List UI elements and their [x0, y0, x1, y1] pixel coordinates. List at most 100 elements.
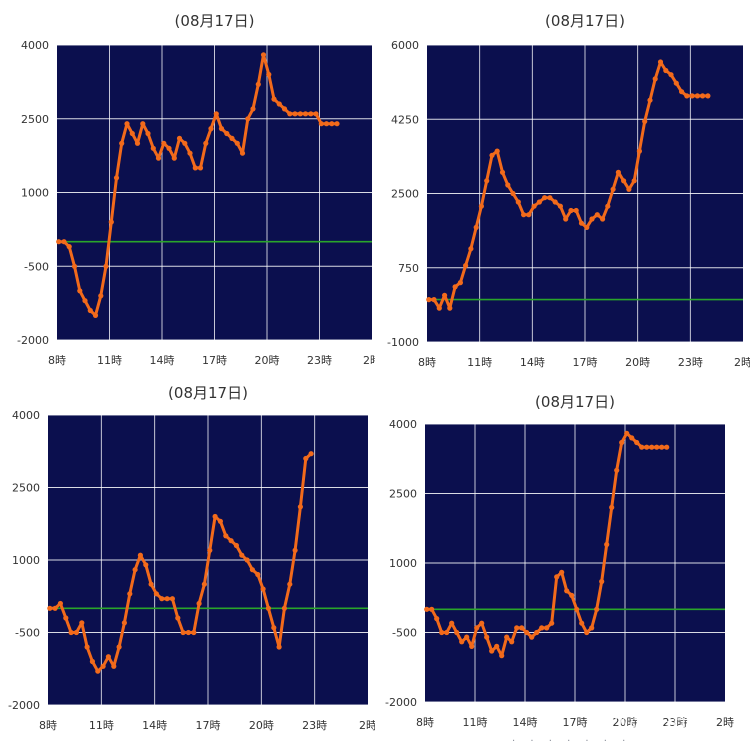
data-point	[454, 629, 460, 636]
data-point	[657, 59, 664, 65]
data-point	[569, 592, 575, 598]
data-point	[424, 606, 430, 612]
photogrid-watermark: PhotoGrid	[606, 712, 699, 732]
data-point	[239, 150, 246, 156]
data-point	[250, 106, 256, 112]
data-point	[639, 444, 645, 450]
data-point	[255, 81, 261, 87]
data-point	[519, 625, 525, 631]
data-point	[484, 178, 490, 184]
data-point	[673, 80, 679, 86]
data-point	[129, 130, 135, 137]
data-point	[642, 118, 648, 124]
data-point	[166, 145, 172, 151]
data-point	[564, 588, 570, 594]
data-point	[233, 542, 239, 549]
data-point	[171, 155, 177, 161]
data-point	[176, 135, 183, 141]
data-point	[134, 140, 141, 146]
data-point	[484, 634, 490, 640]
data-point	[679, 89, 685, 95]
data-point	[634, 439, 640, 446]
data-point	[145, 130, 151, 137]
data-point	[266, 71, 272, 78]
data-point	[61, 239, 67, 245]
data-point	[323, 121, 330, 127]
data-point	[245, 116, 251, 122]
data-point	[599, 578, 605, 585]
data-point	[636, 148, 642, 154]
data-point	[589, 216, 595, 222]
data-point	[452, 284, 458, 290]
data-point	[614, 467, 620, 473]
x-tick-label: 23時	[663, 716, 688, 729]
x-tick-label: 2時	[734, 356, 750, 369]
x-tick-label: 17時	[563, 716, 588, 729]
y-tick-label: -500	[24, 260, 49, 273]
data-point	[239, 552, 245, 558]
data-point	[271, 625, 277, 631]
data-point	[521, 212, 527, 218]
y-tick-label: 4000	[21, 39, 49, 52]
data-point	[100, 663, 106, 669]
data-point	[66, 244, 72, 250]
data-point	[609, 504, 615, 510]
data-point	[647, 97, 653, 103]
data-point	[621, 178, 627, 184]
y-tick-label: 4000	[12, 409, 40, 422]
data-point	[629, 435, 635, 441]
data-point	[600, 216, 606, 222]
data-point	[524, 629, 530, 636]
data-point	[103, 263, 109, 269]
data-point	[689, 93, 695, 99]
x-tick-label: 14時	[142, 719, 167, 732]
data-point	[68, 629, 74, 636]
data-point	[526, 212, 532, 218]
data-point	[98, 293, 104, 299]
data-point	[318, 121, 324, 127]
data-point	[668, 72, 674, 78]
x-tick-label: 8時	[48, 354, 66, 367]
data-point	[478, 203, 484, 209]
y-tick-label: -2000	[385, 696, 417, 709]
data-point	[73, 629, 79, 636]
data-point	[82, 298, 88, 304]
data-point	[276, 101, 282, 107]
data-point	[56, 239, 62, 245]
data-point	[474, 625, 480, 631]
data-point	[579, 620, 585, 626]
data-point	[255, 571, 261, 578]
data-point	[281, 605, 287, 611]
data-point	[468, 246, 474, 252]
data-point	[434, 616, 440, 622]
chart-title: (08月17日)	[535, 393, 615, 411]
data-point	[121, 620, 127, 626]
data-point	[105, 654, 111, 660]
chart-title: (08月17日)	[545, 12, 625, 30]
x-tick-label: 20時	[249, 719, 274, 732]
data-point	[292, 111, 298, 117]
x-tick-label: 11時	[463, 716, 488, 729]
data-point	[260, 586, 266, 592]
data-point	[442, 292, 448, 298]
x-tick-label: 17時	[196, 719, 221, 732]
data-point	[510, 190, 516, 197]
x-tick-label: 8時	[416, 716, 434, 729]
chart-title: (08月17日)	[175, 12, 255, 30]
data-point	[169, 596, 175, 602]
y-tick-label: -2000	[8, 699, 40, 712]
y-tick-label: 1000	[389, 557, 417, 570]
chart-panel-bottom-right: (08月17日) 4000 2500 1000 -500 -2000 8時 11時 14時 17時…	[385, 393, 734, 729]
data-point	[499, 653, 505, 659]
data-point	[77, 288, 83, 294]
data-point	[265, 605, 271, 611]
data-point	[473, 224, 479, 230]
data-point	[559, 569, 565, 575]
data-point	[47, 605, 53, 611]
data-point	[229, 135, 235, 141]
data-point	[187, 150, 193, 156]
data-point	[494, 643, 500, 649]
data-point	[610, 186, 616, 192]
x-tick-label: 2時	[359, 719, 375, 732]
x-tick-label: 8時	[418, 356, 436, 369]
